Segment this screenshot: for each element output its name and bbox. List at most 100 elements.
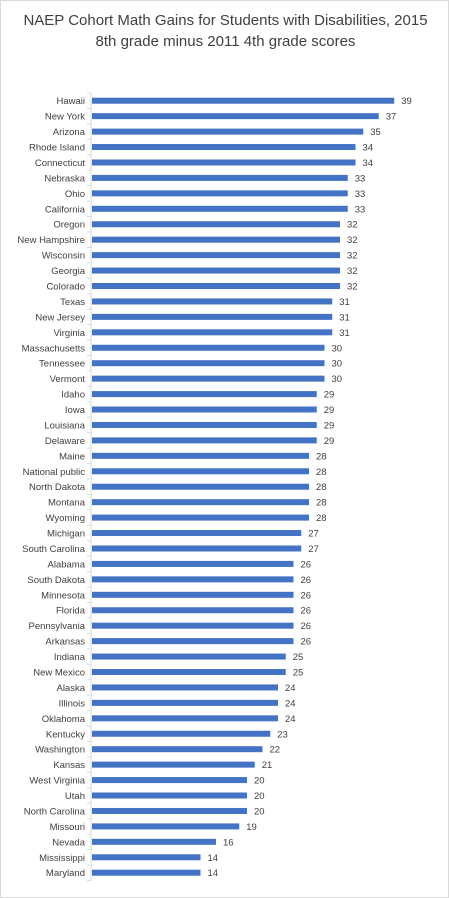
category-label-nevada: Nevada <box>52 837 85 848</box>
category-label-nebraska: Nebraska <box>44 173 85 184</box>
category-label-colorado: Colorado <box>46 282 85 293</box>
value-label-south-carolina: 27 <box>308 544 319 555</box>
value-label-louisiana: 29 <box>324 420 335 431</box>
category-label-south-dakota: South Dakota <box>27 575 85 586</box>
category-label-florida: Florida <box>56 606 86 617</box>
bar-kansas <box>92 761 255 768</box>
category-label-missouri: Missouri <box>50 822 85 833</box>
bar-alaska <box>92 684 278 691</box>
bar-north-dakota <box>92 483 309 490</box>
value-label-new-hampshire: 32 <box>347 235 358 246</box>
bar-indiana <box>92 653 286 660</box>
value-label-kansas: 21 <box>262 760 273 771</box>
bar-national-public <box>92 468 309 475</box>
bar-new-mexico <box>92 669 286 675</box>
bar-kentucky <box>92 730 271 737</box>
category-label-delaware: Delaware <box>45 436 85 447</box>
bar-alabama <box>92 560 294 567</box>
category-label-illinois: Illinois <box>59 698 86 709</box>
value-label-california: 33 <box>355 204 366 215</box>
bar-utah <box>92 792 247 799</box>
bar-illinois <box>92 699 278 706</box>
value-label-maryland: 14 <box>208 868 219 879</box>
bar-south-dakota <box>92 576 294 583</box>
value-label-west-virginia: 20 <box>254 776 265 787</box>
category-label-california: California <box>45 204 86 215</box>
value-label-vermont: 30 <box>332 374 343 385</box>
bar-oregon <box>92 221 340 228</box>
value-label-minnesota: 26 <box>301 590 312 601</box>
bar-wyoming <box>92 514 309 521</box>
bar-pennsylvania <box>92 622 294 629</box>
value-label-colorado: 32 <box>347 282 358 293</box>
category-label-oklahoma: Oklahoma <box>42 714 86 725</box>
value-label-new-york: 37 <box>386 112 397 123</box>
category-label-massachusetts: Massachusetts <box>22 343 86 354</box>
value-label-arkansas: 26 <box>301 637 312 648</box>
bar-minnesota <box>92 591 294 598</box>
category-label-oregon: Oregon <box>53 220 85 231</box>
category-label-louisiana: Louisiana <box>44 420 85 431</box>
value-label-nebraska: 33 <box>355 173 366 184</box>
value-label-hawaii: 39 <box>401 96 412 107</box>
category-label-maine: Maine <box>59 451 85 462</box>
bar-south-carolina <box>92 545 302 552</box>
value-label-nevada: 16 <box>223 837 234 848</box>
category-label-arkansas: Arkansas <box>45 637 85 648</box>
value-label-oregon: 32 <box>347 220 358 231</box>
value-label-wisconsin: 32 <box>347 251 358 262</box>
category-label-new-mexico: New Mexico <box>33 668 85 679</box>
value-label-national-public: 28 <box>316 467 327 478</box>
category-label-tennessee: Tennessee <box>39 359 85 370</box>
value-label-montana: 28 <box>316 498 327 509</box>
chart-title: NAEP Cohort Math Gains for Students with… <box>23 12 428 50</box>
bar-maryland <box>92 869 201 876</box>
category-label-alabama: Alabama <box>48 559 86 570</box>
category-label-utah: Utah <box>65 791 85 802</box>
bar-arizona <box>92 128 364 135</box>
category-label-wisconsin: Wisconsin <box>42 251 85 262</box>
category-label-arizona: Arizona <box>53 127 86 138</box>
category-label-new-jersey: New Jersey <box>35 312 85 323</box>
category-label-new-hampshire: New Hampshire <box>17 235 85 246</box>
value-label-pennsylvania: 26 <box>301 621 312 632</box>
category-label-pennsylvania: Pennsylvania <box>28 621 85 632</box>
bar-arkansas <box>92 638 294 645</box>
value-label-indiana: 25 <box>293 652 304 663</box>
value-label-wyoming: 28 <box>316 513 327 524</box>
bar-vermont <box>92 375 325 382</box>
value-label-new-mexico: 25 <box>293 668 304 679</box>
labels-layer: Hawaii 39 New York 37 Arizona 35 Rhode Island 3… <box>17 96 411 879</box>
value-label-oklahoma: 24 <box>285 714 296 725</box>
bar-georgia <box>92 267 340 274</box>
bar-north-carolina <box>92 807 247 814</box>
bar-california <box>92 205 348 212</box>
value-label-ohio: 33 <box>355 189 366 200</box>
bar-rhode-island <box>92 144 356 151</box>
bar-connecticut <box>92 159 356 166</box>
category-label-kansas: Kansas <box>53 760 85 771</box>
category-label-connecticut: Connecticut <box>35 158 86 169</box>
category-label-texas: Texas <box>60 297 85 308</box>
category-label-north-carolina: North Carolina <box>24 806 86 817</box>
bar-florida <box>92 607 294 614</box>
value-label-utah: 20 <box>254 791 265 802</box>
bar-michigan <box>92 530 302 537</box>
bar-missouri <box>92 823 240 830</box>
bar-idaho <box>92 391 317 398</box>
category-label-indiana: Indiana <box>54 652 86 663</box>
bar-oklahoma <box>92 715 278 722</box>
value-label-tennessee: 30 <box>332 359 343 370</box>
bar-hawaii <box>92 97 395 104</box>
value-label-michigan: 27 <box>308 529 319 540</box>
value-label-georgia: 32 <box>347 266 358 277</box>
bar-massachusetts <box>92 344 325 351</box>
value-label-virginia: 31 <box>339 328 350 339</box>
value-label-washington: 22 <box>270 745 281 756</box>
category-label-montana: Montana <box>48 498 86 509</box>
bar-nevada <box>92 838 216 845</box>
category-label-georgia: Georgia <box>51 266 86 277</box>
value-label-north-carolina: 20 <box>254 806 265 817</box>
